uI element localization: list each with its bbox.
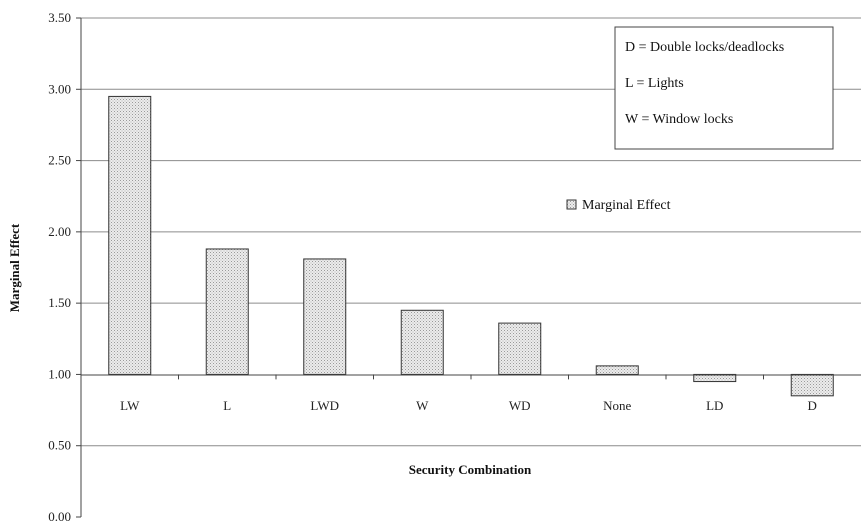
bars <box>108 95 834 397</box>
bar-ld <box>693 373 737 383</box>
y-tick-label: 2.00 <box>48 224 71 239</box>
x-category-label: LWD <box>310 398 339 413</box>
x-category-label: WD <box>509 398 531 413</box>
x-category-label: LW <box>120 398 140 413</box>
y-tick-label: 3.50 <box>48 10 71 25</box>
y-tick-label: 2.50 <box>48 153 71 168</box>
legend-label: Marginal Effect <box>582 198 671 213</box>
x-category-label: D <box>808 398 817 413</box>
bar-lwd <box>303 258 347 375</box>
key-box-frame <box>614 26 834 150</box>
bar-l <box>205 248 249 375</box>
key-line-d: D = Double locks/deadlocks <box>625 40 784 55</box>
bar-none <box>595 365 639 375</box>
key-box: D = Double locks/deadlocks L = Lights W … <box>614 26 834 150</box>
x-axis-title: Security Combination <box>409 462 532 477</box>
y-tick-label: 0.50 <box>48 438 71 453</box>
x-category-label: W <box>416 398 429 413</box>
x-category-label: LD <box>706 398 723 413</box>
x-category-label: L <box>223 398 231 413</box>
y-tick-label: 1.00 <box>48 366 71 381</box>
y-axis-title: Marginal Effect <box>7 223 22 312</box>
legend-swatch <box>566 199 577 210</box>
bar-lw <box>108 95 152 375</box>
bar-d <box>790 373 834 397</box>
key-line-l: L = Lights <box>625 76 684 91</box>
bar-wd <box>498 322 542 375</box>
category-tick-marks <box>178 374 764 380</box>
category-labels: LW L LWD W WD None LD D <box>120 398 817 413</box>
x-category-label: None <box>603 398 631 413</box>
bar-w <box>400 309 444 375</box>
y-tick-label: 0.00 <box>48 509 71 521</box>
y-tick-label: 1.50 <box>48 295 71 310</box>
series-legend: Marginal Effect <box>566 198 671 213</box>
key-line-w: W = Window locks <box>625 112 733 127</box>
y-axis-tick-labels: 0.00 0.50 1.00 1.50 2.00 2.50 3.00 3.50 <box>48 10 71 521</box>
y-tick-label: 3.00 <box>48 81 71 96</box>
